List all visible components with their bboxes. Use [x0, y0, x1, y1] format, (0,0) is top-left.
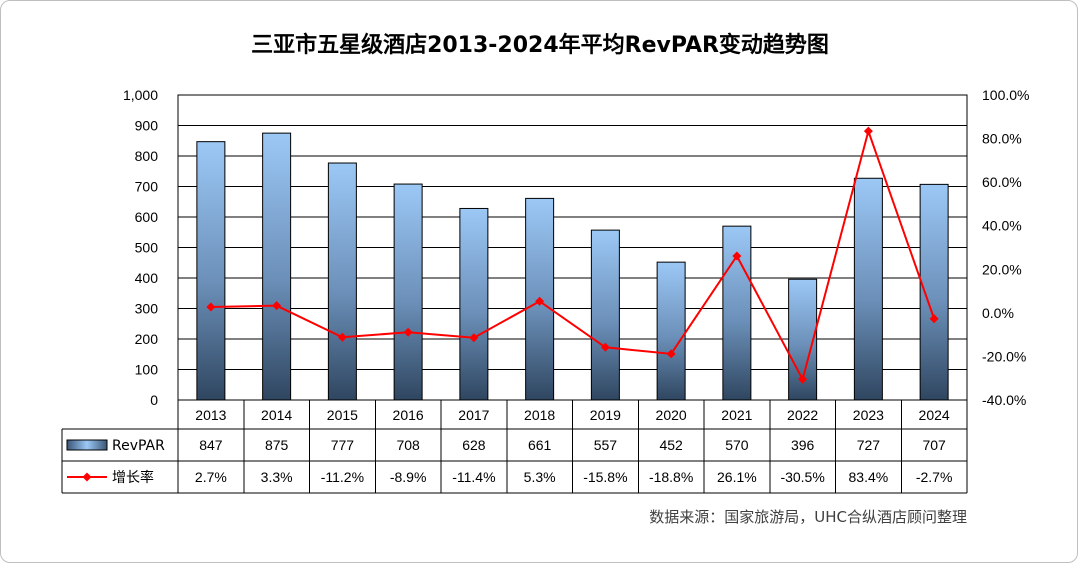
table-cell: 396 — [791, 437, 815, 453]
legend-label: RevPAR — [112, 438, 165, 454]
x-tick-label: 2024 — [919, 407, 950, 423]
bar-revpar-2017 — [459, 207, 489, 401]
growth-point-2013 — [206, 302, 216, 312]
table-cell: -11.2% — [321, 469, 364, 485]
data-table: 2013 2014 2015 2016 2017 2018 2019 2020 2021 2022… — [61, 400, 968, 494]
gridlines — [178, 94, 967, 370]
growth-point-2021 — [732, 251, 742, 261]
y-right-tick-label: 100.0% — [982, 87, 1029, 103]
growth-point-2020 — [666, 349, 676, 359]
growth-point-2017 — [469, 333, 479, 343]
table-cell: 727 — [857, 437, 881, 453]
y-right-tick-label: 0.0% — [982, 305, 1014, 321]
table-cell: 875 — [265, 437, 289, 453]
table-cell: 661 — [528, 437, 552, 453]
table-cell: 557 — [594, 437, 618, 453]
table-cell: -8.9% — [390, 469, 427, 485]
table-cell: -2.7% — [916, 469, 953, 485]
y-right-tick-label: -40.0% — [982, 392, 1026, 408]
y-left-tick-label: 500 — [135, 240, 159, 256]
y-left-tick-label: 600 — [135, 209, 159, 225]
table-cell: 452 — [659, 437, 683, 453]
y-right-tick-label: -20.0% — [982, 348, 1026, 364]
growth-line — [210, 127, 936, 383]
table-cell: 628 — [462, 437, 486, 453]
growth-point-2023 — [863, 126, 873, 136]
growth-point-2018 — [535, 296, 545, 306]
table-cell: 707 — [922, 437, 946, 453]
x-tick-label: 2013 — [195, 407, 226, 423]
y-left-tick-label: 100 — [135, 362, 159, 378]
bar-revpar-2019 — [590, 229, 620, 401]
y-left-tick-label: 900 — [135, 118, 159, 134]
bar-revpar-2015 — [327, 162, 357, 401]
growth-point-2022 — [798, 374, 808, 384]
table-cell: 5.3% — [524, 469, 556, 485]
y-right-tick-label: 20.0% — [982, 261, 1022, 277]
legend-label: 增长率 — [112, 469, 154, 486]
axes: 0 100 200 300 400 500 600 700 800 900 1,000 -40.0% -… — [123, 87, 1030, 408]
chart-title: 三亚市五星级酒店2013-2024年平均RevPAR变动趋势图 — [251, 32, 829, 58]
table-cell: 570 — [725, 437, 749, 453]
y-left-tick-label: 400 — [135, 270, 159, 286]
x-tick-label: 2015 — [327, 407, 358, 423]
bar-revpar-2013 — [196, 141, 226, 401]
y-left-tick-label: 200 — [135, 331, 159, 347]
growth-point-2024 — [929, 314, 939, 324]
bar-revpar-2014 — [262, 132, 292, 401]
table-cell: 777 — [331, 437, 355, 453]
x-tick-label: 2023 — [853, 407, 884, 423]
table-cell: 708 — [396, 437, 420, 453]
x-tick-label: 2016 — [393, 407, 424, 423]
x-tick-label: 2018 — [524, 407, 555, 423]
y-right-tick-label: 40.0% — [982, 218, 1022, 234]
x-tick-label: 2017 — [458, 407, 489, 423]
x-tick-label: 2022 — [787, 407, 818, 423]
table-cell: -18.8% — [649, 469, 693, 485]
y-left-tick-label: 300 — [135, 301, 159, 317]
y-left-tick-label: 800 — [135, 148, 159, 164]
x-tick-label: 2014 — [261, 407, 292, 423]
y-left-tick-label: 700 — [135, 179, 159, 195]
table-cell: 847 — [199, 437, 223, 453]
growth-point-2019 — [600, 342, 610, 352]
bar-revpar-2023 — [853, 177, 883, 401]
bar-revpar-2020 — [656, 261, 686, 401]
table-cell: -30.5% — [780, 469, 824, 485]
table-cell: 83.4% — [849, 469, 889, 485]
table-cell: 2.7% — [195, 469, 227, 485]
x-tick-label: 2021 — [721, 407, 752, 423]
x-tick-label: 2020 — [656, 407, 687, 423]
growth-point-2016 — [403, 327, 413, 337]
legend-key-revpar — [66, 439, 108, 451]
legend-key-growth-marker — [82, 472, 92, 482]
growth-point-2014 — [272, 301, 282, 311]
y-left-tick-label: 1,000 — [123, 87, 158, 103]
y-right-tick-label: 80.0% — [982, 131, 1022, 147]
table-cell: -15.8% — [583, 469, 627, 485]
growth-line-series — [206, 126, 939, 384]
table-cell: 3.3% — [261, 469, 293, 485]
table-cell: 26.1% — [717, 469, 757, 485]
x-tick-label: 2019 — [590, 407, 621, 423]
y-right-tick-label: 60.0% — [982, 174, 1022, 190]
source-note: 数据来源：国家旅游局，UHC合纵酒店顾问整理 — [649, 508, 967, 526]
bar-series — [196, 132, 949, 401]
table-cell: -11.4% — [452, 469, 495, 485]
bar-revpar-2016 — [393, 183, 423, 401]
growth-point-2015 — [337, 332, 347, 342]
y-left-tick-label: 0 — [150, 392, 158, 408]
